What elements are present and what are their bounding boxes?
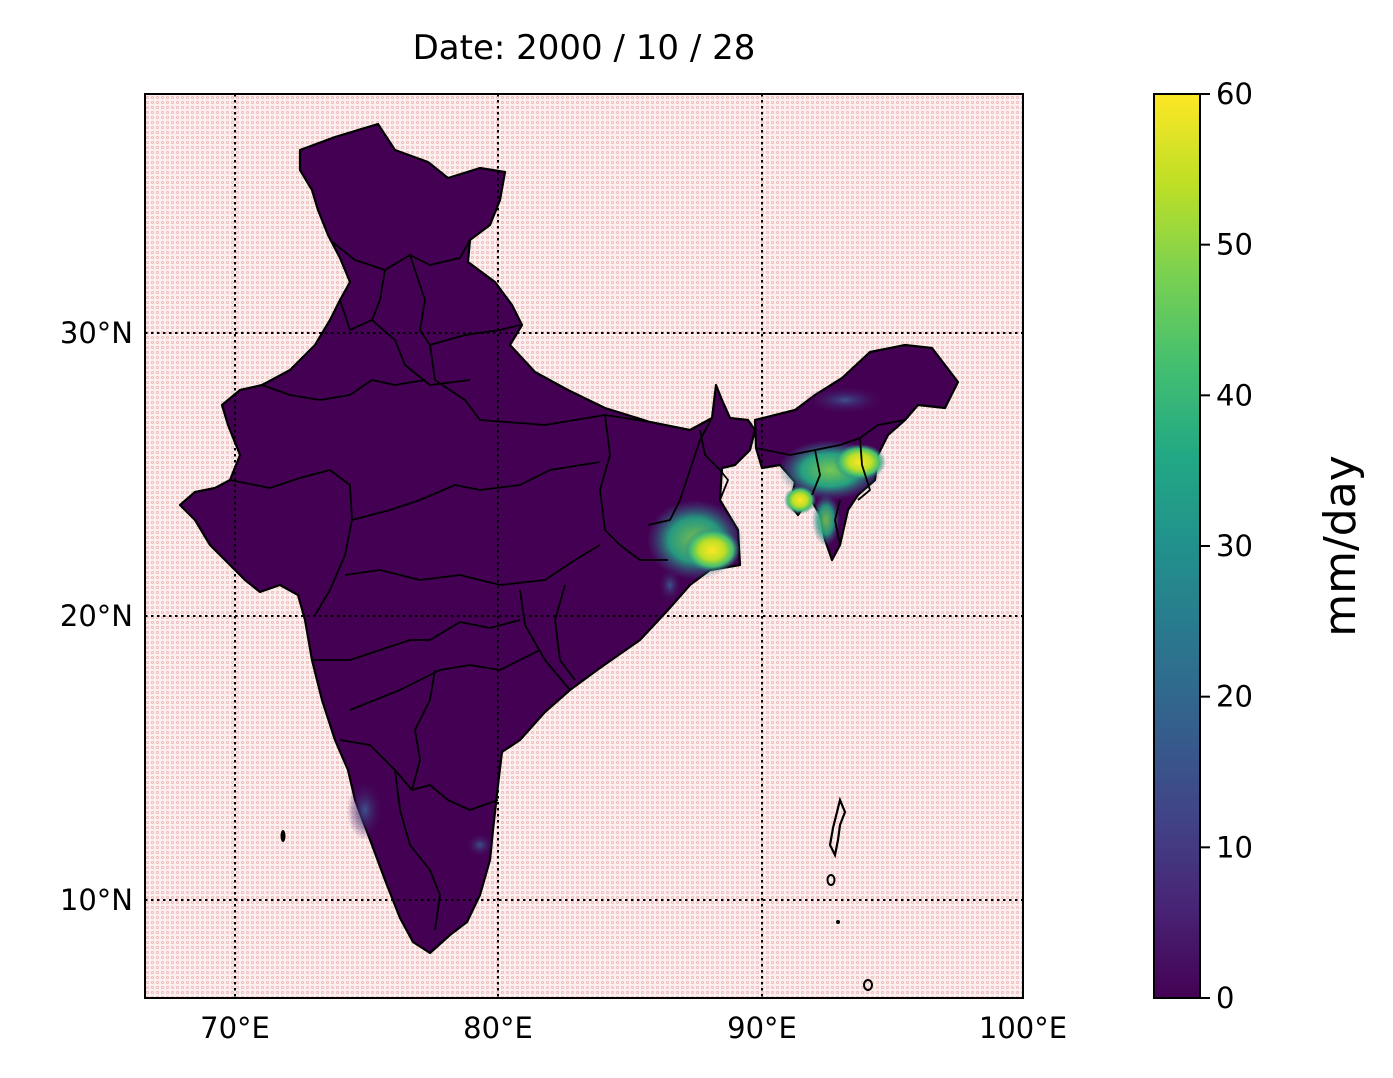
colorbar-tick-label: 40 [1216,378,1253,412]
lon-tick-80: 80°E [463,1011,533,1045]
colorbar-tick-label: 20 [1216,680,1253,714]
colorbar-tick-label: 0 [1216,981,1234,1015]
lon-tick-100: 100°E [979,1011,1067,1045]
latitude-ticks: 30°N 20°N 10°N [60,316,133,917]
lon-tick-90: 90°E [727,1011,797,1045]
map-frame [144,93,1024,999]
island-2 [836,920,840,924]
colorbar-ticks: 0 10 20 30 40 50 60 [1200,77,1253,1015]
island-1 [826,874,836,886]
colorbar-tick-label: 50 [1216,228,1253,262]
graticule [145,94,1023,998]
colorbar: 0 10 20 30 40 50 60 mm/day [1153,77,1366,1015]
longitude-ticks: 70°E 80°E 90°E 100°E [200,1011,1067,1045]
lakshadweep [280,830,286,842]
lat-tick-30: 30°N [60,316,133,350]
colorbar-label: mm/day [1315,455,1366,636]
lon-tick-70: 70°E [200,1011,270,1045]
andaman-islands [828,796,847,859]
colorbar-tick-label: 60 [1216,77,1253,111]
colorbar-gradient [1153,93,1201,999]
lat-tick-20: 20°N [60,599,133,633]
lat-tick-10: 10°N [60,883,133,917]
india-mainland [178,122,757,955]
colorbar-tick-label: 10 [1216,830,1253,864]
map-title: Date: 2000 / 10 / 28 [412,28,756,68]
colorbar-tick-label: 30 [1216,529,1253,563]
island-3 [863,979,873,991]
